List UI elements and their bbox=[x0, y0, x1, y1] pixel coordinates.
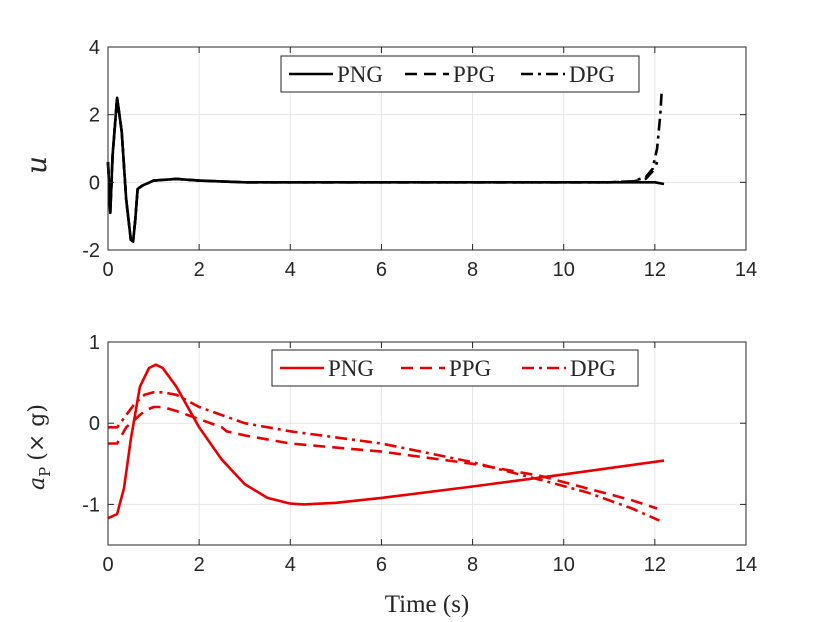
bottom-plot-axes-box bbox=[107, 341, 747, 546]
legend-label-ppg: PPG bbox=[453, 62, 495, 87]
legend-label-dpg: DPG bbox=[570, 356, 616, 381]
x-tick-label: 0 bbox=[102, 554, 113, 576]
bottom-plot-legend: PNG PPG DPG bbox=[271, 349, 639, 387]
bottom-plot-y-label: aP (× g) bbox=[25, 404, 54, 490]
top-plot-legend: PNG PPG DPG bbox=[280, 55, 640, 93]
y-tick-label: -1 bbox=[82, 494, 100, 516]
y-label-unit: (× g) bbox=[25, 404, 50, 461]
top-plot-y-ticks: -2 0 2 4 bbox=[82, 37, 746, 262]
y-tick-label: 0 bbox=[89, 413, 100, 435]
legend-label-png: PNG bbox=[328, 356, 374, 381]
x-tick-label: 14 bbox=[735, 554, 757, 576]
y-tick-label: 0 bbox=[89, 172, 100, 194]
bottom-plot-y-ticks: -1 0 1 bbox=[82, 332, 746, 516]
legend-label-ppg: PPG bbox=[449, 356, 491, 381]
x-tick-label: 8 bbox=[467, 554, 478, 576]
x-tick-label: 10 bbox=[553, 554, 575, 576]
bottom-plot-x-ticks: 0 2 4 6 8 10 12 14 bbox=[102, 342, 757, 576]
legend-label-png: PNG bbox=[337, 62, 383, 87]
x-tick-label: 4 bbox=[285, 259, 296, 281]
top-plot-axes-box bbox=[107, 46, 747, 251]
legend-label-dpg: DPG bbox=[569, 62, 615, 87]
x-tick-label: 6 bbox=[376, 259, 387, 281]
series-line-ppg bbox=[108, 405, 658, 510]
x-tick-label: 0 bbox=[102, 259, 113, 281]
x-tick-label: 10 bbox=[553, 259, 575, 281]
series-line-dpg bbox=[108, 390, 660, 522]
y-tick-label: -2 bbox=[82, 240, 100, 262]
top-plot-series bbox=[106, 90, 665, 243]
y-tick-label: 4 bbox=[89, 37, 100, 59]
x-tick-label: 4 bbox=[285, 554, 296, 576]
x-axis-label: Time (s) bbox=[385, 591, 470, 618]
top-plot-x-ticks: 0 2 4 6 8 10 12 14 bbox=[102, 47, 757, 281]
x-tick-label: 6 bbox=[376, 554, 387, 576]
y-tick-label: 1 bbox=[89, 332, 100, 354]
bottom-plot-series bbox=[107, 363, 665, 522]
x-tick-label: 12 bbox=[644, 554, 666, 576]
series-line-png bbox=[107, 363, 665, 520]
x-tick-label: 14 bbox=[735, 259, 757, 281]
y-label-subscript: P bbox=[36, 467, 54, 477]
x-tick-label: 12 bbox=[644, 259, 666, 281]
x-tick-label: 2 bbox=[194, 554, 205, 576]
bottom-plot: 0 2 4 6 8 10 12 14 -1 0 1 aP (× g) Time (s) PNG PPG… bbox=[25, 332, 757, 618]
x-tick-label: 8 bbox=[467, 259, 478, 281]
series-line-dpg bbox=[106, 90, 663, 243]
x-tick-label: 2 bbox=[194, 259, 205, 281]
top-plot-y-label: u bbox=[20, 156, 53, 174]
y-tick-label: 2 bbox=[89, 105, 100, 127]
y-label-a: a bbox=[25, 477, 50, 490]
